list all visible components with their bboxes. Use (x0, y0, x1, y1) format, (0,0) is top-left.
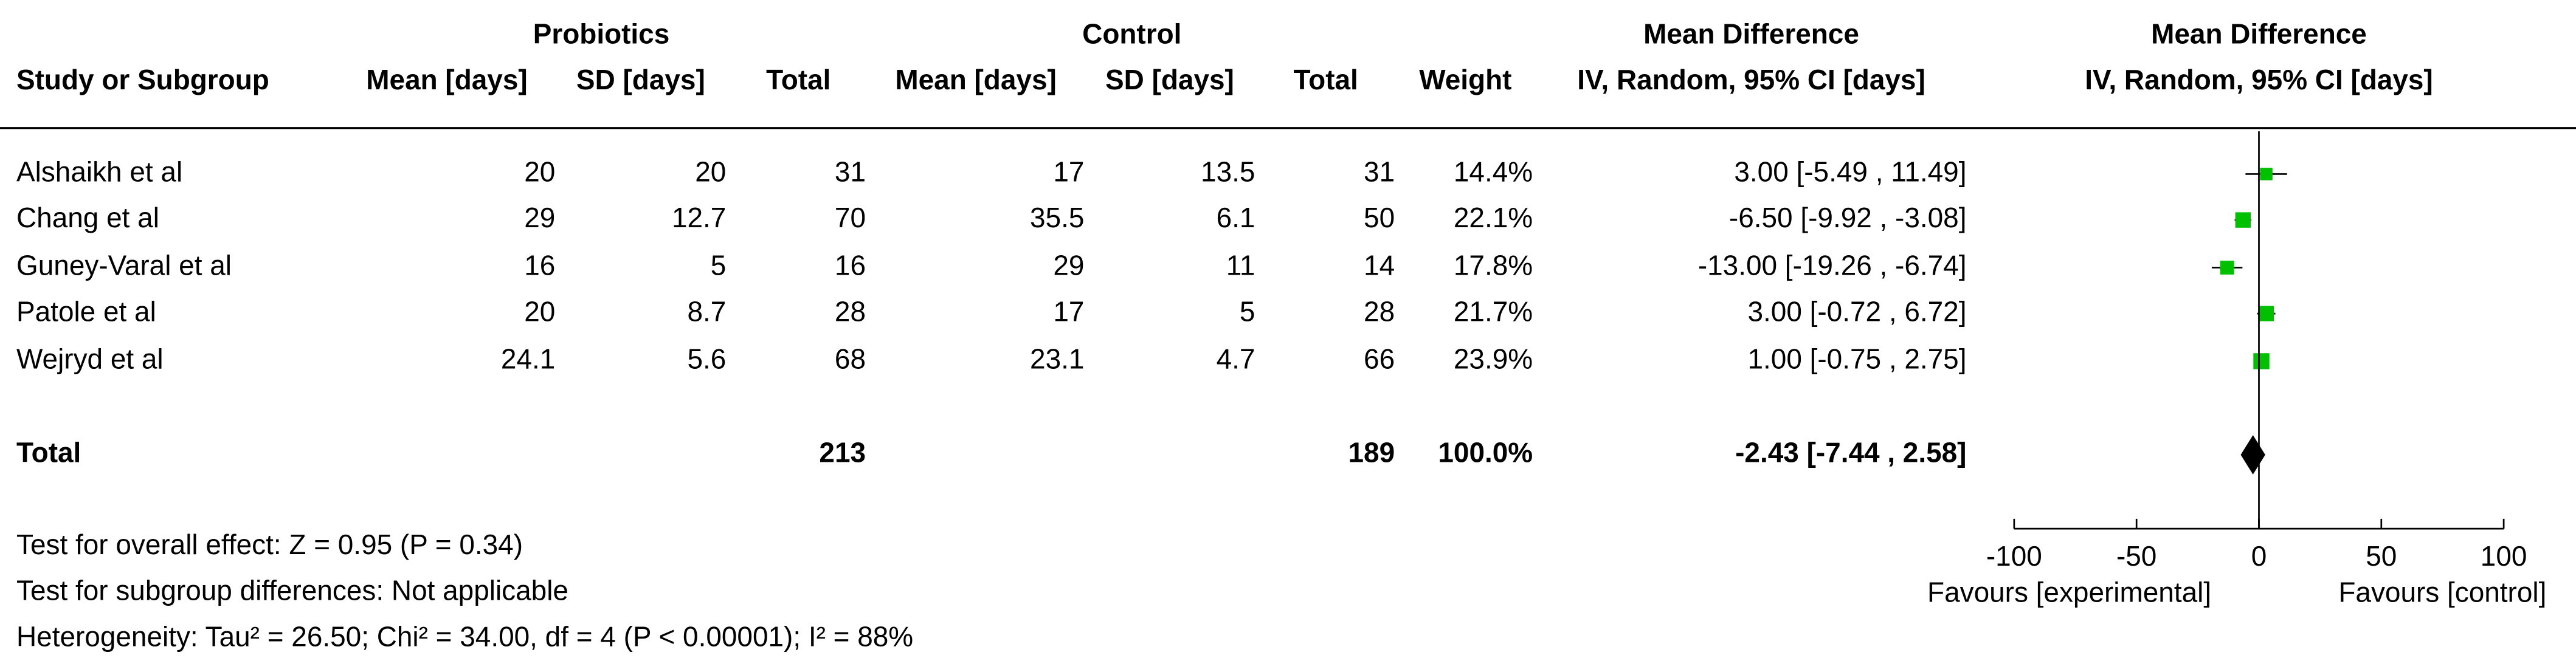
study-name: Guney-Varal et al (16, 250, 232, 281)
cell: 20 (695, 156, 726, 188)
x-tick-label: 50 (2366, 540, 2397, 572)
footnote: Test for subgroup differences: Not appli… (16, 575, 568, 606)
study-name: Chang et al (16, 202, 159, 233)
study-name: Wejryd et al (16, 343, 164, 375)
effect-square (2258, 306, 2274, 321)
footnote: Test for overall effect: Z = 0.95 (P = 0… (16, 529, 523, 560)
footnote: Heterogeneity: Tau² = 26.50; Chi² = 34.0… (16, 620, 913, 652)
column-header: SD [days] (576, 64, 705, 95)
total-cell: 213 (819, 437, 866, 468)
cell: 6.1 (1217, 202, 1255, 233)
total-cell: -2.43 [-7.44 , 2.58] (1735, 437, 1966, 468)
group-header: Mean Difference (2151, 18, 2367, 50)
effect-square (2220, 261, 2234, 275)
cell: 50 (1364, 202, 1395, 233)
cell: 29 (1053, 250, 1084, 281)
cell: 28 (835, 295, 866, 327)
cell: 22.1% (1454, 202, 1533, 233)
cell: 20 (524, 295, 555, 327)
cell: 3.00 [-5.49 , 11.49] (1734, 156, 1966, 188)
cell: 1.00 [-0.75 , 2.75] (1748, 343, 1967, 375)
cell: 21.7% (1454, 295, 1533, 327)
cell: 31 (1364, 156, 1395, 188)
study-name: Patole et al (16, 295, 156, 327)
column-header: Total (1294, 64, 1358, 95)
summary-diamond (2240, 435, 2265, 475)
x-label-left: Favours [experimental] (1927, 576, 2211, 608)
group-header: Control (1082, 18, 1181, 50)
cell: 70 (835, 202, 866, 233)
column-header: Weight (1419, 64, 1511, 95)
column-header: Mean [days] (895, 64, 1056, 95)
x-tick-label: -50 (2116, 540, 2156, 572)
cell: 35.5 (1030, 202, 1084, 233)
total-cell: 189 (1348, 437, 1395, 468)
cell: 17 (1053, 295, 1084, 327)
total-cell: 100.0% (1438, 437, 1533, 468)
cell: 20 (524, 156, 555, 188)
cell: 4.7 (1217, 343, 1255, 375)
cell: 66 (1364, 343, 1395, 375)
cell: 17.8% (1454, 250, 1533, 281)
cell: 23.1 (1030, 343, 1084, 375)
column-header: Mean [days] (366, 64, 527, 95)
x-label-right: Favours [control] (2338, 576, 2546, 608)
column-header: Study or Subgroup (16, 64, 269, 95)
effect-square (2253, 353, 2270, 369)
cell: 23.9% (1454, 343, 1533, 375)
cell: 13.5 (1201, 156, 1255, 188)
cell: 31 (835, 156, 866, 188)
cell: 16 (524, 250, 555, 281)
effect-square (2235, 212, 2251, 228)
cell: 14 (1364, 250, 1395, 281)
cell: 28 (1364, 295, 1395, 327)
cell: -13.00 [-19.26 , -6.74] (1698, 250, 1967, 281)
cell: 24.1 (501, 343, 555, 375)
effect-square (2260, 168, 2273, 180)
x-tick-label: 100 (2481, 540, 2527, 572)
cell: 16 (835, 250, 866, 281)
cell: 12.7 (672, 202, 726, 233)
group-header: Mean Difference (1643, 18, 1859, 50)
study-name: Alshaikh et al (16, 156, 182, 188)
cell: 3.00 [-0.72 , 6.72] (1748, 295, 1967, 327)
column-header: IV, Random, 95% CI [days] (1577, 64, 1925, 95)
cell: 17 (1053, 156, 1084, 188)
cell: 68 (835, 343, 866, 375)
x-tick-label: 0 (2251, 540, 2267, 572)
cell: 29 (524, 202, 555, 233)
column-header: SD [days] (1105, 64, 1234, 95)
x-tick-label: -100 (1986, 540, 2042, 572)
cell: 11 (1226, 250, 1255, 281)
column-header: IV, Random, 95% CI [days] (2085, 64, 2433, 95)
cell: 5.6 (688, 343, 727, 375)
group-header: Probiotics (533, 18, 670, 50)
cell: -6.50 [-9.92 , -3.08] (1729, 202, 1967, 233)
total-label: Total (16, 437, 81, 468)
cell: 5 (711, 250, 727, 281)
column-header: Total (766, 64, 830, 95)
cell: 14.4% (1454, 156, 1533, 188)
cell: 5 (1240, 295, 1255, 327)
cell: 8.7 (688, 295, 727, 327)
